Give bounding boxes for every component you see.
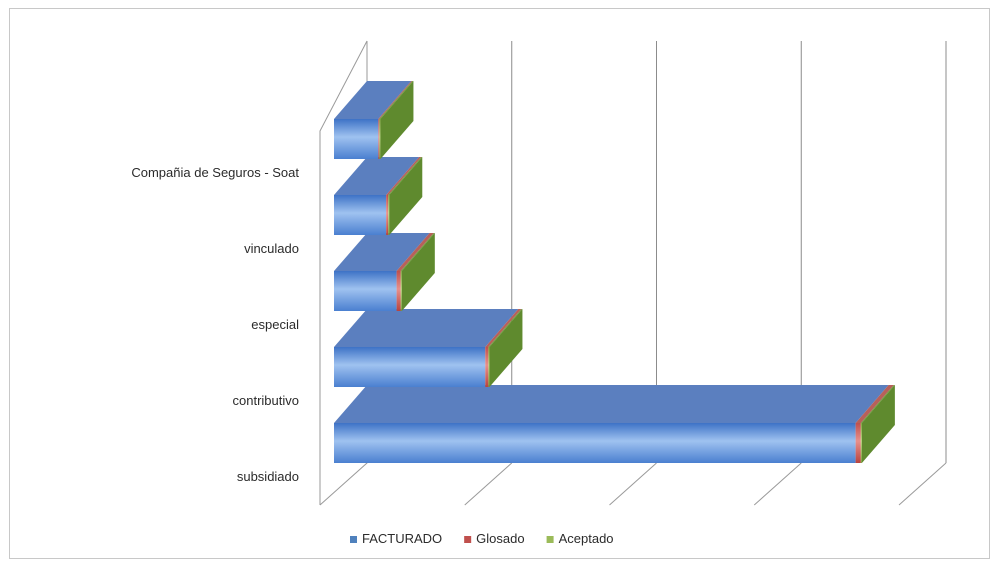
legend-swatch-aceptado (546, 536, 554, 543)
bar-top-glosado (378, 81, 413, 119)
bar-top-facturado (334, 81, 412, 119)
bar-top-aceptado (860, 385, 895, 423)
bar-aceptado (860, 423, 862, 463)
chart-frame: subsidiado contributivo especial vinculado C… (9, 8, 990, 559)
bar-top-facturado (334, 309, 519, 347)
bar-top-facturado (334, 157, 420, 195)
legend-label-aceptado: Aceptado (559, 531, 614, 546)
category-label: contributivo (233, 393, 299, 408)
bar-aceptado (379, 119, 381, 159)
bar-side-face (389, 157, 423, 235)
bar-side-face (401, 233, 435, 311)
bar-glosado (485, 347, 489, 387)
bar-glosado (855, 423, 861, 463)
category-labels: subsidiado contributivo especial vinculado C… (131, 165, 299, 484)
bar-aceptado (400, 271, 402, 311)
legend-label-glosado: Glosado (476, 531, 524, 546)
category-label: vinculado (244, 241, 299, 256)
bar-chart: subsidiado contributivo especial vinculado C… (131, 40, 947, 546)
bar-top-glosado (396, 233, 434, 271)
bar-side-face (489, 309, 523, 387)
floor-gridline (753, 462, 802, 506)
bar-top-aceptado (400, 233, 435, 271)
floor-gridline (609, 462, 657, 506)
bar-top-facturado (334, 385, 889, 423)
bar-facturado (334, 423, 856, 463)
legend-label-facturado: FACTURADO (362, 531, 442, 546)
bar-facturado (334, 347, 486, 387)
bar-top-glosado (485, 309, 522, 347)
bar-top-aceptado (388, 157, 423, 195)
left-wall (319, 40, 368, 505)
category-label: Compañia de Seguros - Soat (131, 165, 299, 180)
bar-side-face (380, 81, 414, 159)
bar-glosado (378, 119, 380, 159)
bar-facturado (334, 195, 387, 235)
category-label: subsidiado (237, 469, 299, 484)
category-label: especial (251, 317, 299, 332)
bar-glosado (386, 195, 389, 235)
bar-facturado (334, 271, 397, 311)
floor-gridline (464, 462, 513, 506)
bar-top-glosado (386, 157, 422, 195)
floor-gridline (898, 462, 947, 506)
bar-side-face (861, 385, 895, 463)
bar-aceptado (488, 347, 490, 387)
bar-aceptado (388, 195, 390, 235)
bar-top-aceptado (379, 81, 414, 119)
bar-facturado (334, 119, 379, 159)
legend-swatch-facturado (350, 536, 357, 543)
bar-top-glosado (855, 385, 894, 423)
bar-glosado (396, 271, 401, 311)
bar-top-aceptado (488, 309, 523, 347)
legend-swatch-glosado (464, 536, 472, 543)
legend: FACTURADO Glosado Aceptado (350, 531, 614, 546)
bars (334, 81, 895, 463)
bar-top-facturado (334, 233, 430, 271)
